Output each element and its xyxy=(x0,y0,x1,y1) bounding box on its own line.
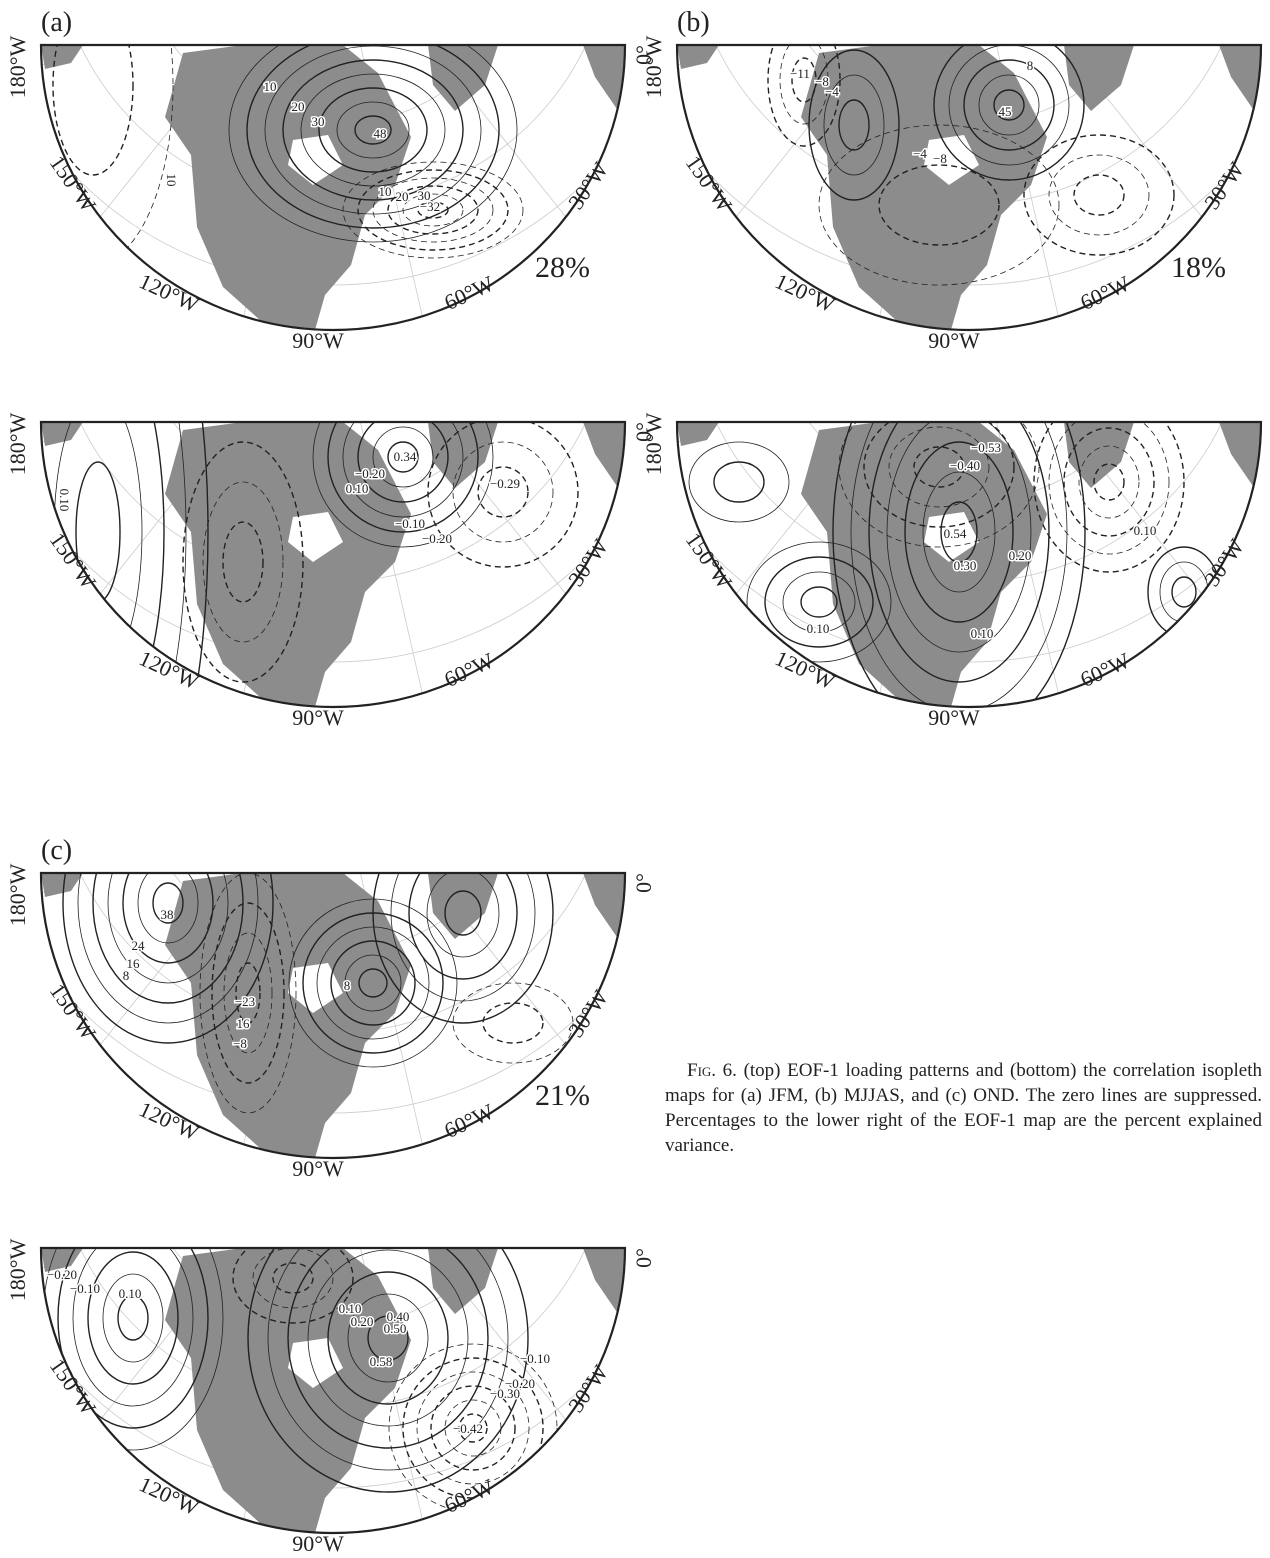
contour-label: 0.10 xyxy=(971,626,994,641)
caption-text: (top) EOF-1 loading patterns and (bottom… xyxy=(665,1060,1262,1156)
contour-label: −0.40 xyxy=(950,458,980,473)
longitude-label: 180°W xyxy=(5,412,30,475)
contour-label: 0.10 xyxy=(346,481,369,496)
contour-label: 0.10 xyxy=(1134,523,1157,538)
contour-label: −8 xyxy=(233,1036,247,1051)
contour-label: 10 xyxy=(164,174,179,187)
contour-label: −4 xyxy=(913,146,927,161)
contour-label: −0.20 xyxy=(355,466,385,481)
contour-label: −0.53 xyxy=(971,440,1001,455)
map-figure: 180°W150°W120°W90°W60°W30°W0°10203048102… xyxy=(0,0,1270,1558)
map-panel: 180°W150°W120°W90°W60°W30°W0°10203048102… xyxy=(0,0,693,353)
contour-label: 24 xyxy=(132,938,146,953)
contour-label: 8 xyxy=(344,978,351,993)
contour-label: 10 xyxy=(264,79,277,94)
contour-label: 0.30 xyxy=(954,558,977,573)
contour-label: −11 xyxy=(790,66,810,81)
contour-label: 48 xyxy=(374,126,387,141)
figure: 180°W150°W120°W90°W60°W30°W0°10203048102… xyxy=(0,0,1270,1558)
explained-variance: 21% xyxy=(535,1079,590,1112)
caption-label: Fig. 6. xyxy=(687,1060,737,1081)
contour-label: −0.10 xyxy=(520,1351,550,1366)
longitude-label: 90°W xyxy=(928,328,980,353)
contour-label: −8 xyxy=(933,151,947,166)
longitude-label: 180°W xyxy=(5,863,30,926)
contour-label: 0.10 xyxy=(57,489,72,512)
contour-label: −0.29 xyxy=(490,476,520,491)
contour-label: −0.42 xyxy=(453,1421,483,1436)
contour-label: −0.10 xyxy=(70,1281,100,1296)
longitude-label: 180°W xyxy=(641,412,666,475)
longitude-label: 0° xyxy=(631,873,656,893)
contour-label: 16 xyxy=(237,1016,251,1031)
longitude-label: 90°W xyxy=(292,1156,344,1181)
contour-label: −32 xyxy=(420,199,440,214)
contour-label: 20 xyxy=(292,99,305,114)
longitude-label: 180°W xyxy=(641,35,666,98)
explained-variance: 18% xyxy=(1171,251,1226,284)
longitude-label: 90°W xyxy=(292,1531,344,1556)
longitude-label: 180°W xyxy=(5,35,30,98)
longitude-label: 180°W xyxy=(5,1238,30,1301)
panel-label: (a) xyxy=(41,7,72,38)
contour-label: 45 xyxy=(999,104,1012,119)
parallel xyxy=(213,0,453,45)
contour-label: 0.54 xyxy=(944,526,967,541)
contour-label: −0.20 xyxy=(47,1267,77,1282)
contour-label: 0.10 xyxy=(807,621,830,636)
parallel xyxy=(849,0,1089,45)
contour-label: 8 xyxy=(123,968,130,983)
contour-label: −23 xyxy=(235,994,255,1009)
contour-label: 0.10 xyxy=(119,1286,142,1301)
explained-variance: 28% xyxy=(535,251,590,284)
longitude-label: 0° xyxy=(631,1248,656,1268)
longitude-label: 90°W xyxy=(292,328,344,353)
contour-label: −0.30 xyxy=(490,1386,520,1401)
contour-label: 0.58 xyxy=(370,1354,393,1369)
longitude-label: 90°W xyxy=(928,705,980,730)
contour-label: 0.20 xyxy=(351,1314,374,1329)
contour-label: 10 xyxy=(379,184,392,199)
contour-label: −4 xyxy=(825,84,839,99)
contour-label: −0.10 xyxy=(395,516,425,531)
panel-label: (b) xyxy=(677,7,710,38)
contour-label: 38 xyxy=(161,907,174,922)
longitude-label: 90°W xyxy=(292,705,344,730)
contour-label: 30 xyxy=(312,114,325,129)
contour-label: 0.50 xyxy=(384,1321,407,1336)
contour-label: 0.34 xyxy=(394,449,417,464)
caption: Fig. 6. (top) EOF-1 loading patterns and… xyxy=(665,1058,1262,1158)
contour-label: 8 xyxy=(1027,58,1034,73)
panel-label: (c) xyxy=(41,835,72,866)
contour-label: −0.20 xyxy=(422,531,452,546)
map-panel: 180°W150°W120°W90°W60°W30°W0°−11−8−4845−… xyxy=(609,0,1270,353)
contour-label: 20 xyxy=(396,189,409,204)
contour-label: 0.20 xyxy=(1009,548,1032,563)
